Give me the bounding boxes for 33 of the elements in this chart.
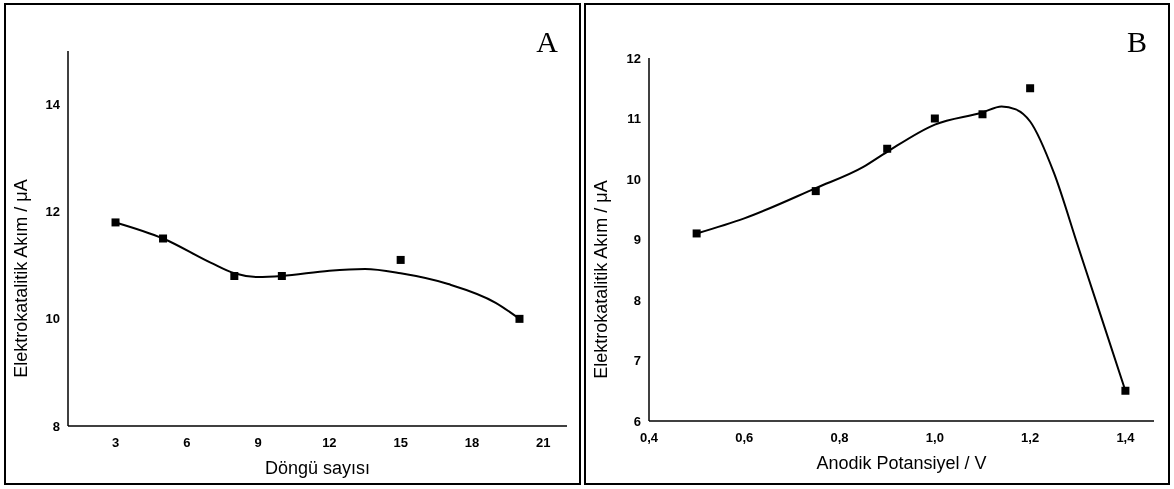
x-axis-title: Döngü sayısı (264, 458, 371, 478)
x-tick-label: 15 (393, 435, 408, 450)
y-tick-label: 7 (633, 353, 641, 369)
y-tick-label: 12 (626, 50, 641, 66)
x-tick-label: 21 (536, 435, 551, 450)
annotation: B (1126, 25, 1147, 58)
y-tick-label: 10 (45, 311, 60, 327)
x-tick-label: 1,4 (1116, 430, 1136, 445)
point (396, 255, 405, 264)
y-tick-label: 12 (45, 204, 60, 220)
x-tick-label: 6 (183, 435, 191, 450)
x-tick-label: 0,8 (830, 430, 849, 445)
y-tick-label: 6 (633, 413, 641, 429)
x-tick-label: 9 (254, 435, 262, 450)
y-tick-label: 10 (626, 171, 641, 187)
x-tick-label: 18 (464, 435, 480, 450)
point (1026, 84, 1035, 93)
x-tick-label: 0,4 (639, 430, 659, 445)
y-tick-label: 8 (633, 292, 641, 308)
y-tick-label: 9 (633, 232, 641, 248)
y-tick-label: 11 (627, 111, 641, 127)
x-tick-label: 3 (111, 435, 120, 450)
point (930, 114, 939, 123)
x-tick-label: 1,2 (1021, 430, 1040, 445)
y-tick-label: 14 (45, 97, 61, 113)
y-tick-label: 8 (52, 418, 60, 434)
x-axis-title: Anodik Potansiyel / V (816, 453, 987, 473)
x-tick-label: 12 (322, 435, 337, 450)
y-axis-title: Elektrokatalitik Akım / μA (11, 179, 31, 378)
y-axis-title: Elektrokatalitik Akım / μA (591, 180, 611, 379)
annotation: A (536, 25, 559, 58)
x-tick-label: 0,6 (735, 430, 754, 445)
x-tick-label: 1,0 (925, 430, 944, 445)
